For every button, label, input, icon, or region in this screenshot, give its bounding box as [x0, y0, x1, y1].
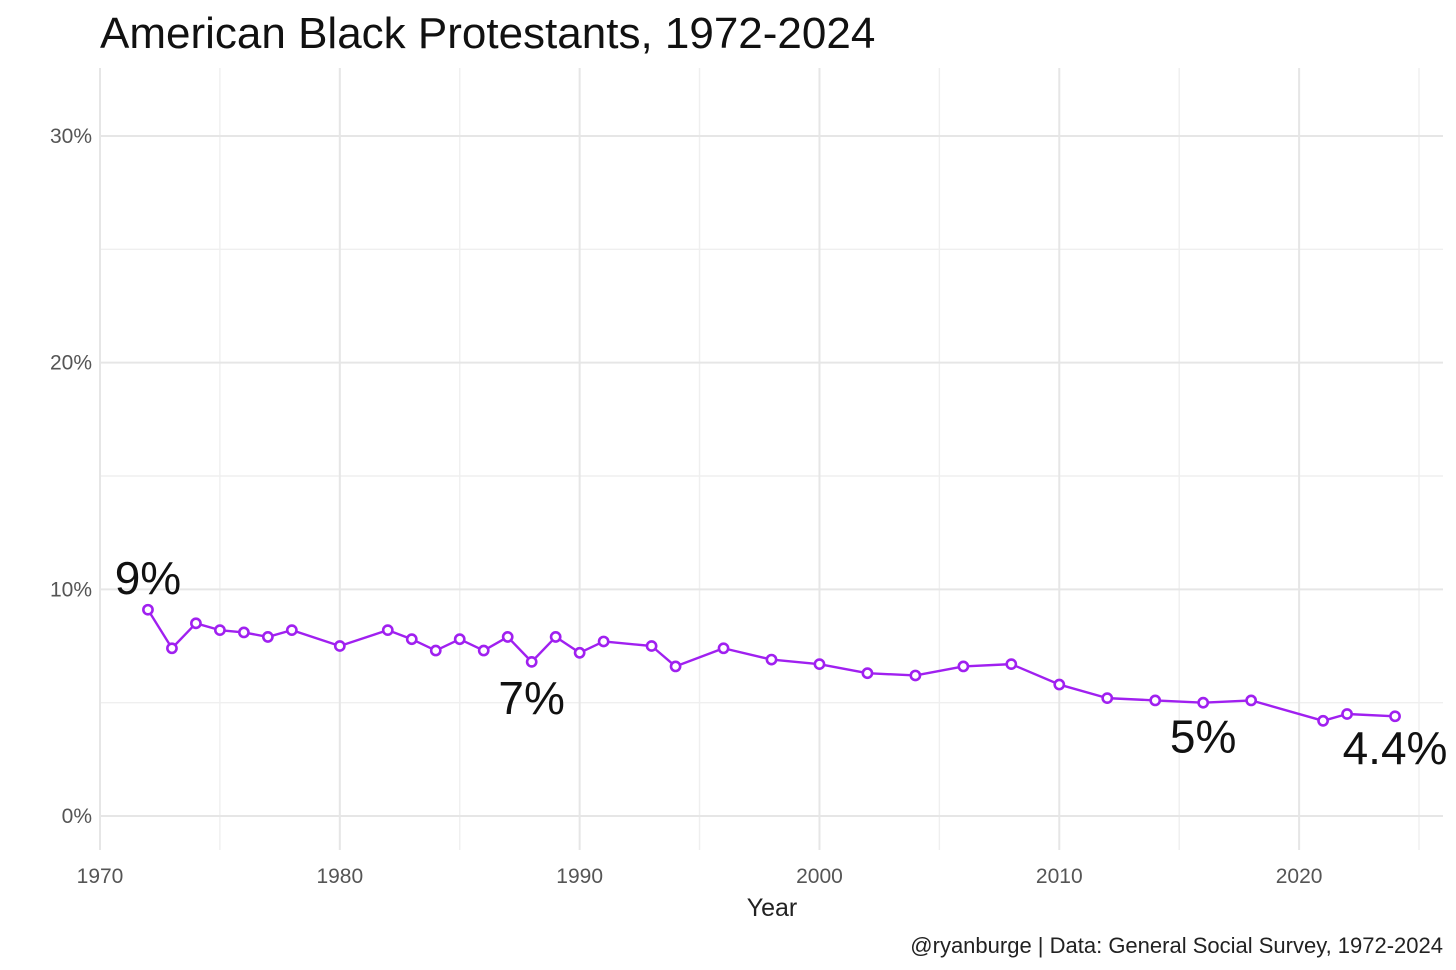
data-point — [1197, 696, 1210, 709]
data-point — [333, 640, 346, 652]
data-point — [525, 655, 538, 668]
x-tick-label: 2010 — [1036, 865, 1083, 888]
data-label: 7% — [498, 672, 564, 724]
data-point — [405, 633, 418, 646]
data-point — [549, 631, 562, 643]
data-point — [861, 667, 874, 680]
data-point — [597, 635, 610, 648]
data-point — [1389, 710, 1401, 723]
data-point — [214, 624, 226, 637]
series-group — [142, 603, 1401, 727]
data-point — [1317, 714, 1329, 727]
data-point — [381, 624, 394, 637]
data-point — [669, 660, 682, 673]
data-point — [261, 631, 274, 643]
data-point — [909, 669, 922, 682]
x-tick-label: 2020 — [1276, 865, 1323, 888]
data-point — [1149, 694, 1162, 707]
x-tick-label: 2000 — [796, 865, 843, 888]
data-point — [477, 644, 490, 657]
data-point — [142, 603, 154, 616]
data-point — [237, 626, 250, 639]
data-point — [429, 644, 442, 657]
gridlines — [99, 68, 1443, 850]
x-axis-label: Year — [747, 894, 798, 922]
y-tick-label: 10% — [50, 578, 92, 601]
data-point — [957, 660, 970, 673]
x-tick-label: 1970 — [77, 865, 124, 888]
data-point — [1341, 708, 1353, 720]
y-tick-label: 20% — [50, 352, 92, 375]
data-point — [501, 631, 514, 643]
data-point — [717, 642, 730, 655]
chart-caption: @ryanburge | Data: General Social Survey… — [910, 933, 1443, 958]
data-label: 5% — [1170, 711, 1236, 763]
data-label: 4.4% — [1343, 722, 1448, 774]
y-tick-label: 0% — [62, 805, 92, 828]
data-point — [765, 653, 778, 666]
data-point — [453, 633, 466, 646]
data-label: 9% — [115, 552, 181, 604]
data-point — [190, 617, 202, 630]
y-axis-ticks: 0% 10% 20% 30% — [50, 125, 92, 828]
data-point — [813, 658, 826, 671]
data-point — [573, 646, 586, 659]
chart-title: American Black Protestants, 1972-2024 — [100, 9, 875, 58]
y-tick-label: 30% — [50, 125, 92, 148]
annotations: 9% 7% 5% 4.4% — [115, 552, 1448, 774]
x-tick-label: 1990 — [556, 865, 603, 888]
data-point — [1245, 694, 1258, 707]
data-point — [1005, 658, 1018, 671]
x-axis-ticks: 1970 1980 1990 2000 2010 2020 — [77, 865, 1323, 888]
data-point — [1053, 678, 1066, 691]
data-point — [645, 640, 658, 652]
data-point — [1101, 692, 1114, 705]
x-tick-label: 1980 — [316, 865, 363, 888]
data-point — [285, 624, 298, 637]
data-point — [166, 642, 178, 655]
